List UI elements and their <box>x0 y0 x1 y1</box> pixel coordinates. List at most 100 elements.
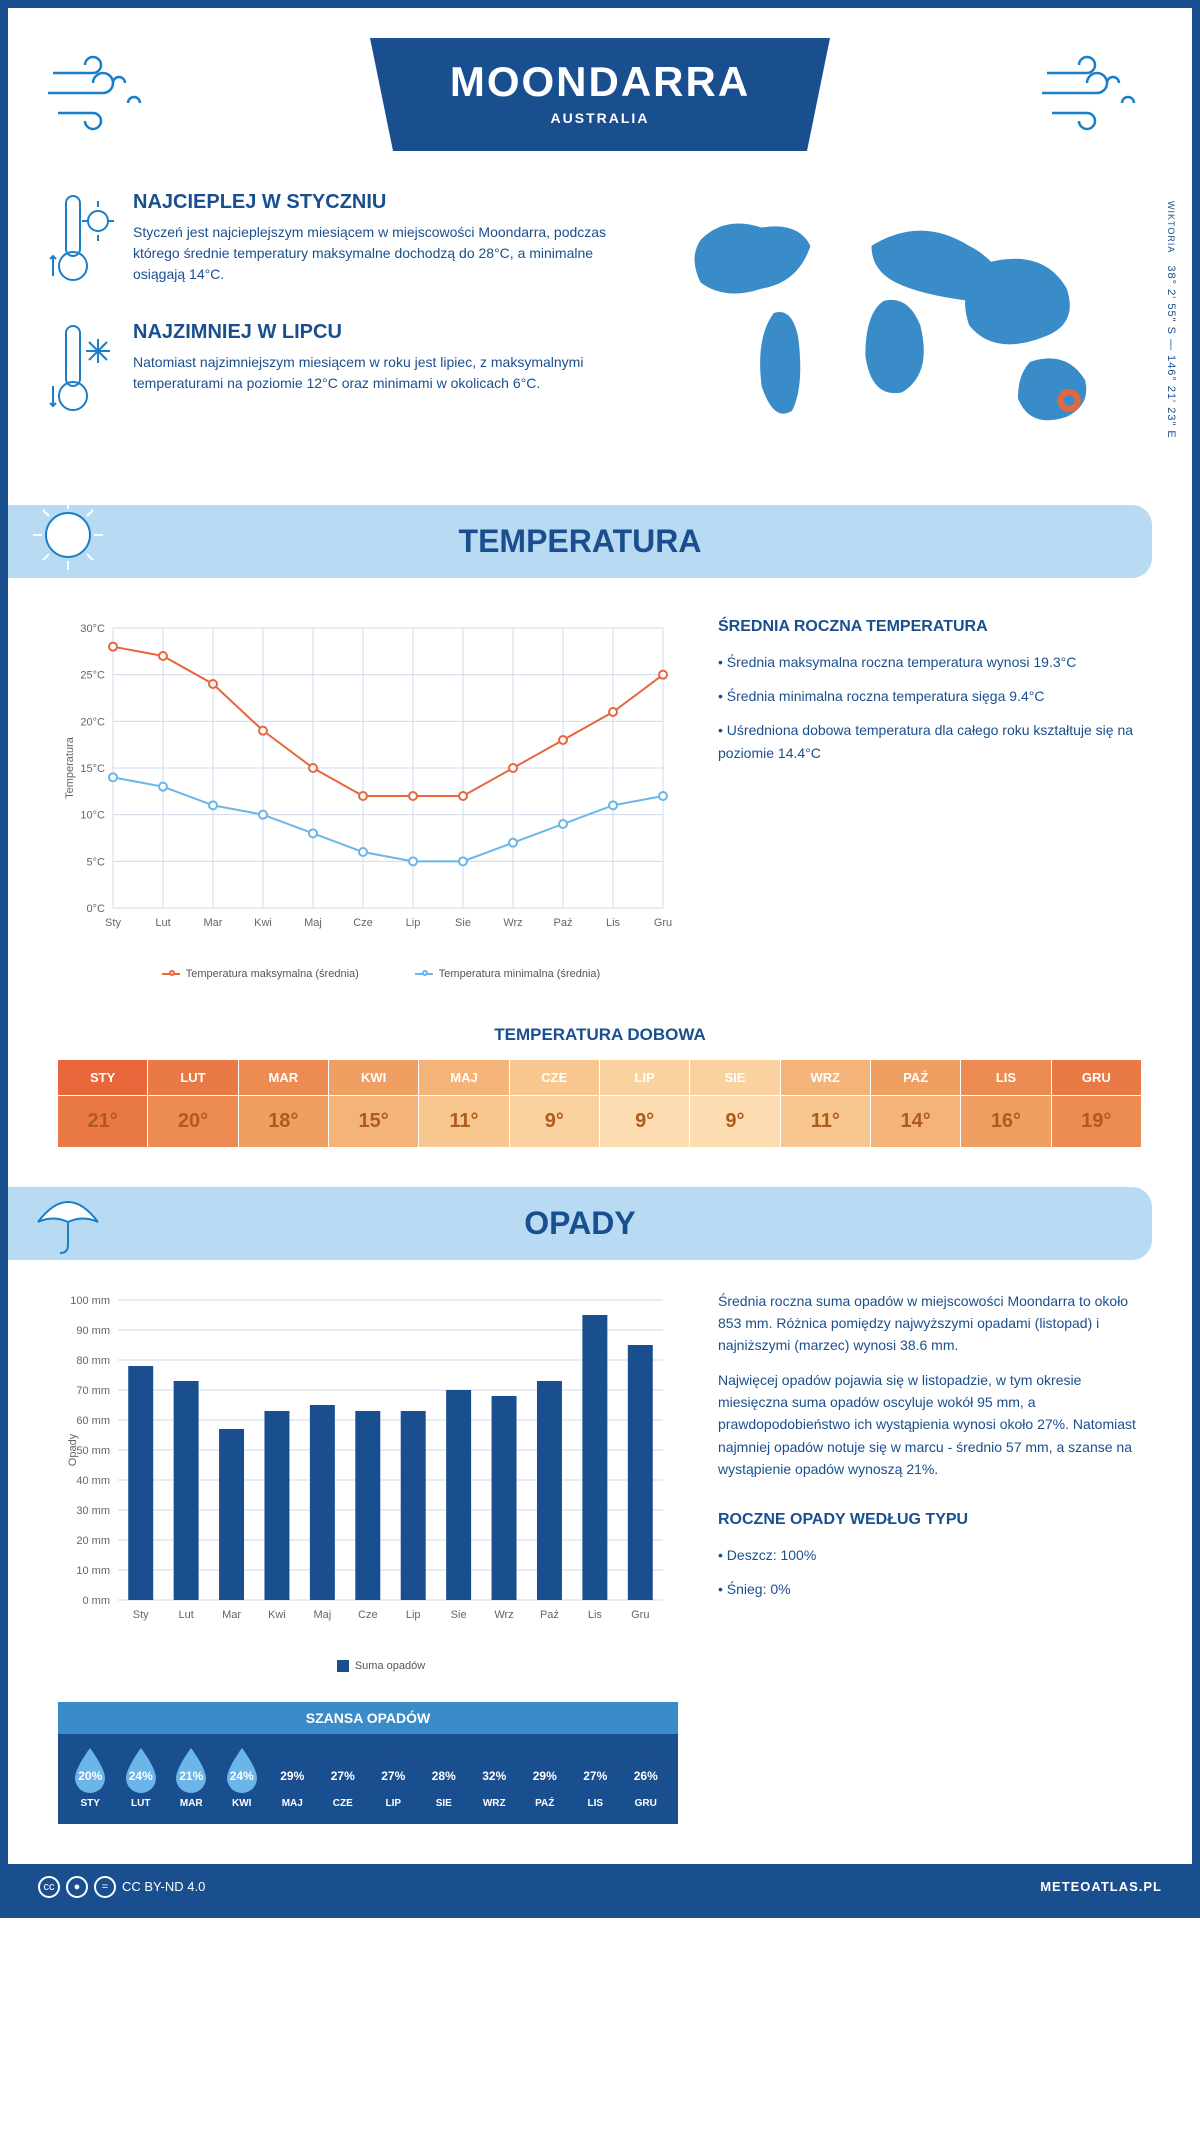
footer: cc ● = CC BY-ND 4.0 METEOATLAS.PL <box>8 1864 1192 1910</box>
month-label: WRZ <box>781 1060 870 1095</box>
avg-item: • Średnia minimalna roczna temperatura s… <box>718 685 1142 707</box>
svg-text:Wrz: Wrz <box>503 917 522 929</box>
chance-value: 27% <box>331 1769 355 1783</box>
svg-text:Maj: Maj <box>304 917 322 929</box>
precip-type-title: ROCZNE OPADY WEDŁUG TYPU <box>718 1511 1142 1529</box>
chance-month: MAJ <box>273 1798 311 1809</box>
svg-text:20 mm: 20 mm <box>76 1535 110 1547</box>
svg-text:Paź: Paź <box>554 917 573 929</box>
svg-text:80 mm: 80 mm <box>76 1355 110 1367</box>
chance-value: 27% <box>381 1769 405 1783</box>
license-text: CC BY-ND 4.0 <box>122 1879 205 1894</box>
month-label: CZE <box>510 1060 599 1095</box>
drop-icon: 20% <box>71 1746 109 1794</box>
coldest-text: Natomiast najzimniejszym miesiącem w rok… <box>133 352 634 394</box>
month-label: GRU <box>1052 1060 1141 1095</box>
chance-month: LIS <box>576 1798 614 1809</box>
month-label: PAŹ <box>871 1060 960 1095</box>
coords-value: 38° 2' 55" S — 146° 21' 23" E <box>1165 265 1177 438</box>
table-cell: KWI 15° <box>329 1060 419 1147</box>
svg-text:Mar: Mar <box>222 1609 241 1621</box>
svg-text:Sty: Sty <box>105 917 121 929</box>
chance-drop: 27% CZE <box>324 1746 362 1809</box>
page-subtitle: AUSTRALIA <box>410 110 790 126</box>
chance-title: SZANSA OPADÓW <box>58 1702 678 1734</box>
temp-value: 9° <box>690 1095 779 1147</box>
thermometer-hot-icon <box>48 191 118 296</box>
precipitation-text: Średnia roczna suma opadów w miejscowośc… <box>718 1290 1142 1613</box>
section-title: OPADY <box>524 1205 635 1241</box>
chance-drop: 24% KWI <box>223 1746 261 1809</box>
chance-month: STY <box>71 1798 109 1809</box>
svg-text:70 mm: 70 mm <box>76 1385 110 1397</box>
table-cell: MAJ 11° <box>419 1060 509 1147</box>
chance-drop: 26% GRU <box>627 1746 665 1809</box>
chance-value: 28% <box>432 1769 456 1783</box>
svg-text:10 mm: 10 mm <box>76 1565 110 1577</box>
temp-value: 15° <box>329 1095 418 1147</box>
drop-icon: 21% <box>172 1746 210 1794</box>
temp-value: 18° <box>239 1095 328 1147</box>
chance-drop: 27% LIS <box>576 1746 614 1809</box>
chance-value: 24% <box>129 1769 153 1783</box>
svg-text:Sty: Sty <box>133 1609 149 1621</box>
chance-month: PAŹ <box>526 1798 564 1809</box>
chance-value: 24% <box>230 1769 254 1783</box>
svg-text:30 mm: 30 mm <box>76 1505 110 1517</box>
chance-value: 29% <box>280 1769 304 1783</box>
section-title: TEMPERATURA <box>459 523 702 559</box>
legend-item: Temperatura maksymalna (średnia) <box>136 968 359 980</box>
precip-text-2: Najwięcej opadów pojawia się w listopadz… <box>718 1369 1142 1481</box>
chance-drops: 20% STY 24% LUT 21% MAR 24% KWI 29% MAJ <box>58 1734 678 1809</box>
map-svg <box>664 191 1152 460</box>
temp-value: 16° <box>961 1095 1050 1147</box>
chance-drop: 20% STY <box>71 1746 109 1809</box>
temp-value: 9° <box>510 1095 599 1147</box>
wind-icon <box>43 53 163 133</box>
chance-month: CZE <box>324 1798 362 1809</box>
month-label: SIE <box>690 1060 779 1095</box>
chance-month: WRZ <box>475 1798 513 1809</box>
svg-text:50 mm: 50 mm <box>76 1445 110 1457</box>
svg-text:Lis: Lis <box>588 1609 603 1621</box>
chance-drop: 24% LUT <box>122 1746 160 1809</box>
table-cell: STY 21° <box>58 1060 148 1147</box>
precip-text-1: Średnia roczna suma opadów w miejscowośc… <box>718 1290 1142 1357</box>
table-cell: PAŹ 14° <box>871 1060 961 1147</box>
temp-value: 11° <box>419 1095 508 1147</box>
svg-text:Lut: Lut <box>178 1609 193 1621</box>
daily-temp-title: TEMPERATURA DOBOWA <box>8 1025 1192 1045</box>
temp-value: 20° <box>148 1095 237 1147</box>
wind-icon <box>1037 53 1157 133</box>
chance-drop: 28% SIE <box>425 1746 463 1809</box>
svg-text:25°C: 25°C <box>80 669 105 681</box>
temperature-section-header: TEMPERATURA <box>8 505 1152 578</box>
drop-icon: 28% <box>425 1746 463 1794</box>
drop-icon: 27% <box>374 1746 412 1794</box>
chance-drop: 32% WRZ <box>475 1746 513 1809</box>
temp-value: 14° <box>871 1095 960 1147</box>
svg-text:Lis: Lis <box>606 917 621 929</box>
temperature-line-chart: 0°C5°C10°C15°C20°C25°C30°CStyLutMarKwiMa… <box>58 618 678 980</box>
precipitation-chart-row: 0 mm10 mm20 mm30 mm40 mm50 mm60 mm70 mm8… <box>8 1280 1192 1682</box>
table-cell: GRU 19° <box>1052 1060 1142 1147</box>
svg-text:Kwi: Kwi <box>268 1609 286 1621</box>
svg-text:Wrz: Wrz <box>494 1609 513 1621</box>
infographic-page: MOONDARRA AUSTRALIA NAJCIEPLEJ W STYCZNI… <box>0 0 1200 1918</box>
svg-text:Sie: Sie <box>451 1609 467 1621</box>
svg-text:Gru: Gru <box>654 917 672 929</box>
umbrella-icon <box>28 1177 108 1257</box>
avg-item: • Uśredniona dobowa temperatura dla całe… <box>718 719 1142 764</box>
temp-value: 9° <box>600 1095 689 1147</box>
svg-text:30°C: 30°C <box>80 623 105 635</box>
month-label: LIP <box>600 1060 689 1095</box>
region-label: WIKTORIA <box>1166 201 1176 253</box>
chance-value: 27% <box>583 1769 607 1783</box>
svg-text:Opady: Opady <box>67 1433 79 1466</box>
avg-item: • Średnia maksymalna roczna temperatura … <box>718 651 1142 673</box>
svg-text:Temperatura: Temperatura <box>64 736 76 799</box>
chance-month: SIE <box>425 1798 463 1809</box>
svg-text:20°C: 20°C <box>80 716 105 728</box>
svg-text:Cze: Cze <box>353 917 373 929</box>
svg-text:10°C: 10°C <box>80 809 105 821</box>
